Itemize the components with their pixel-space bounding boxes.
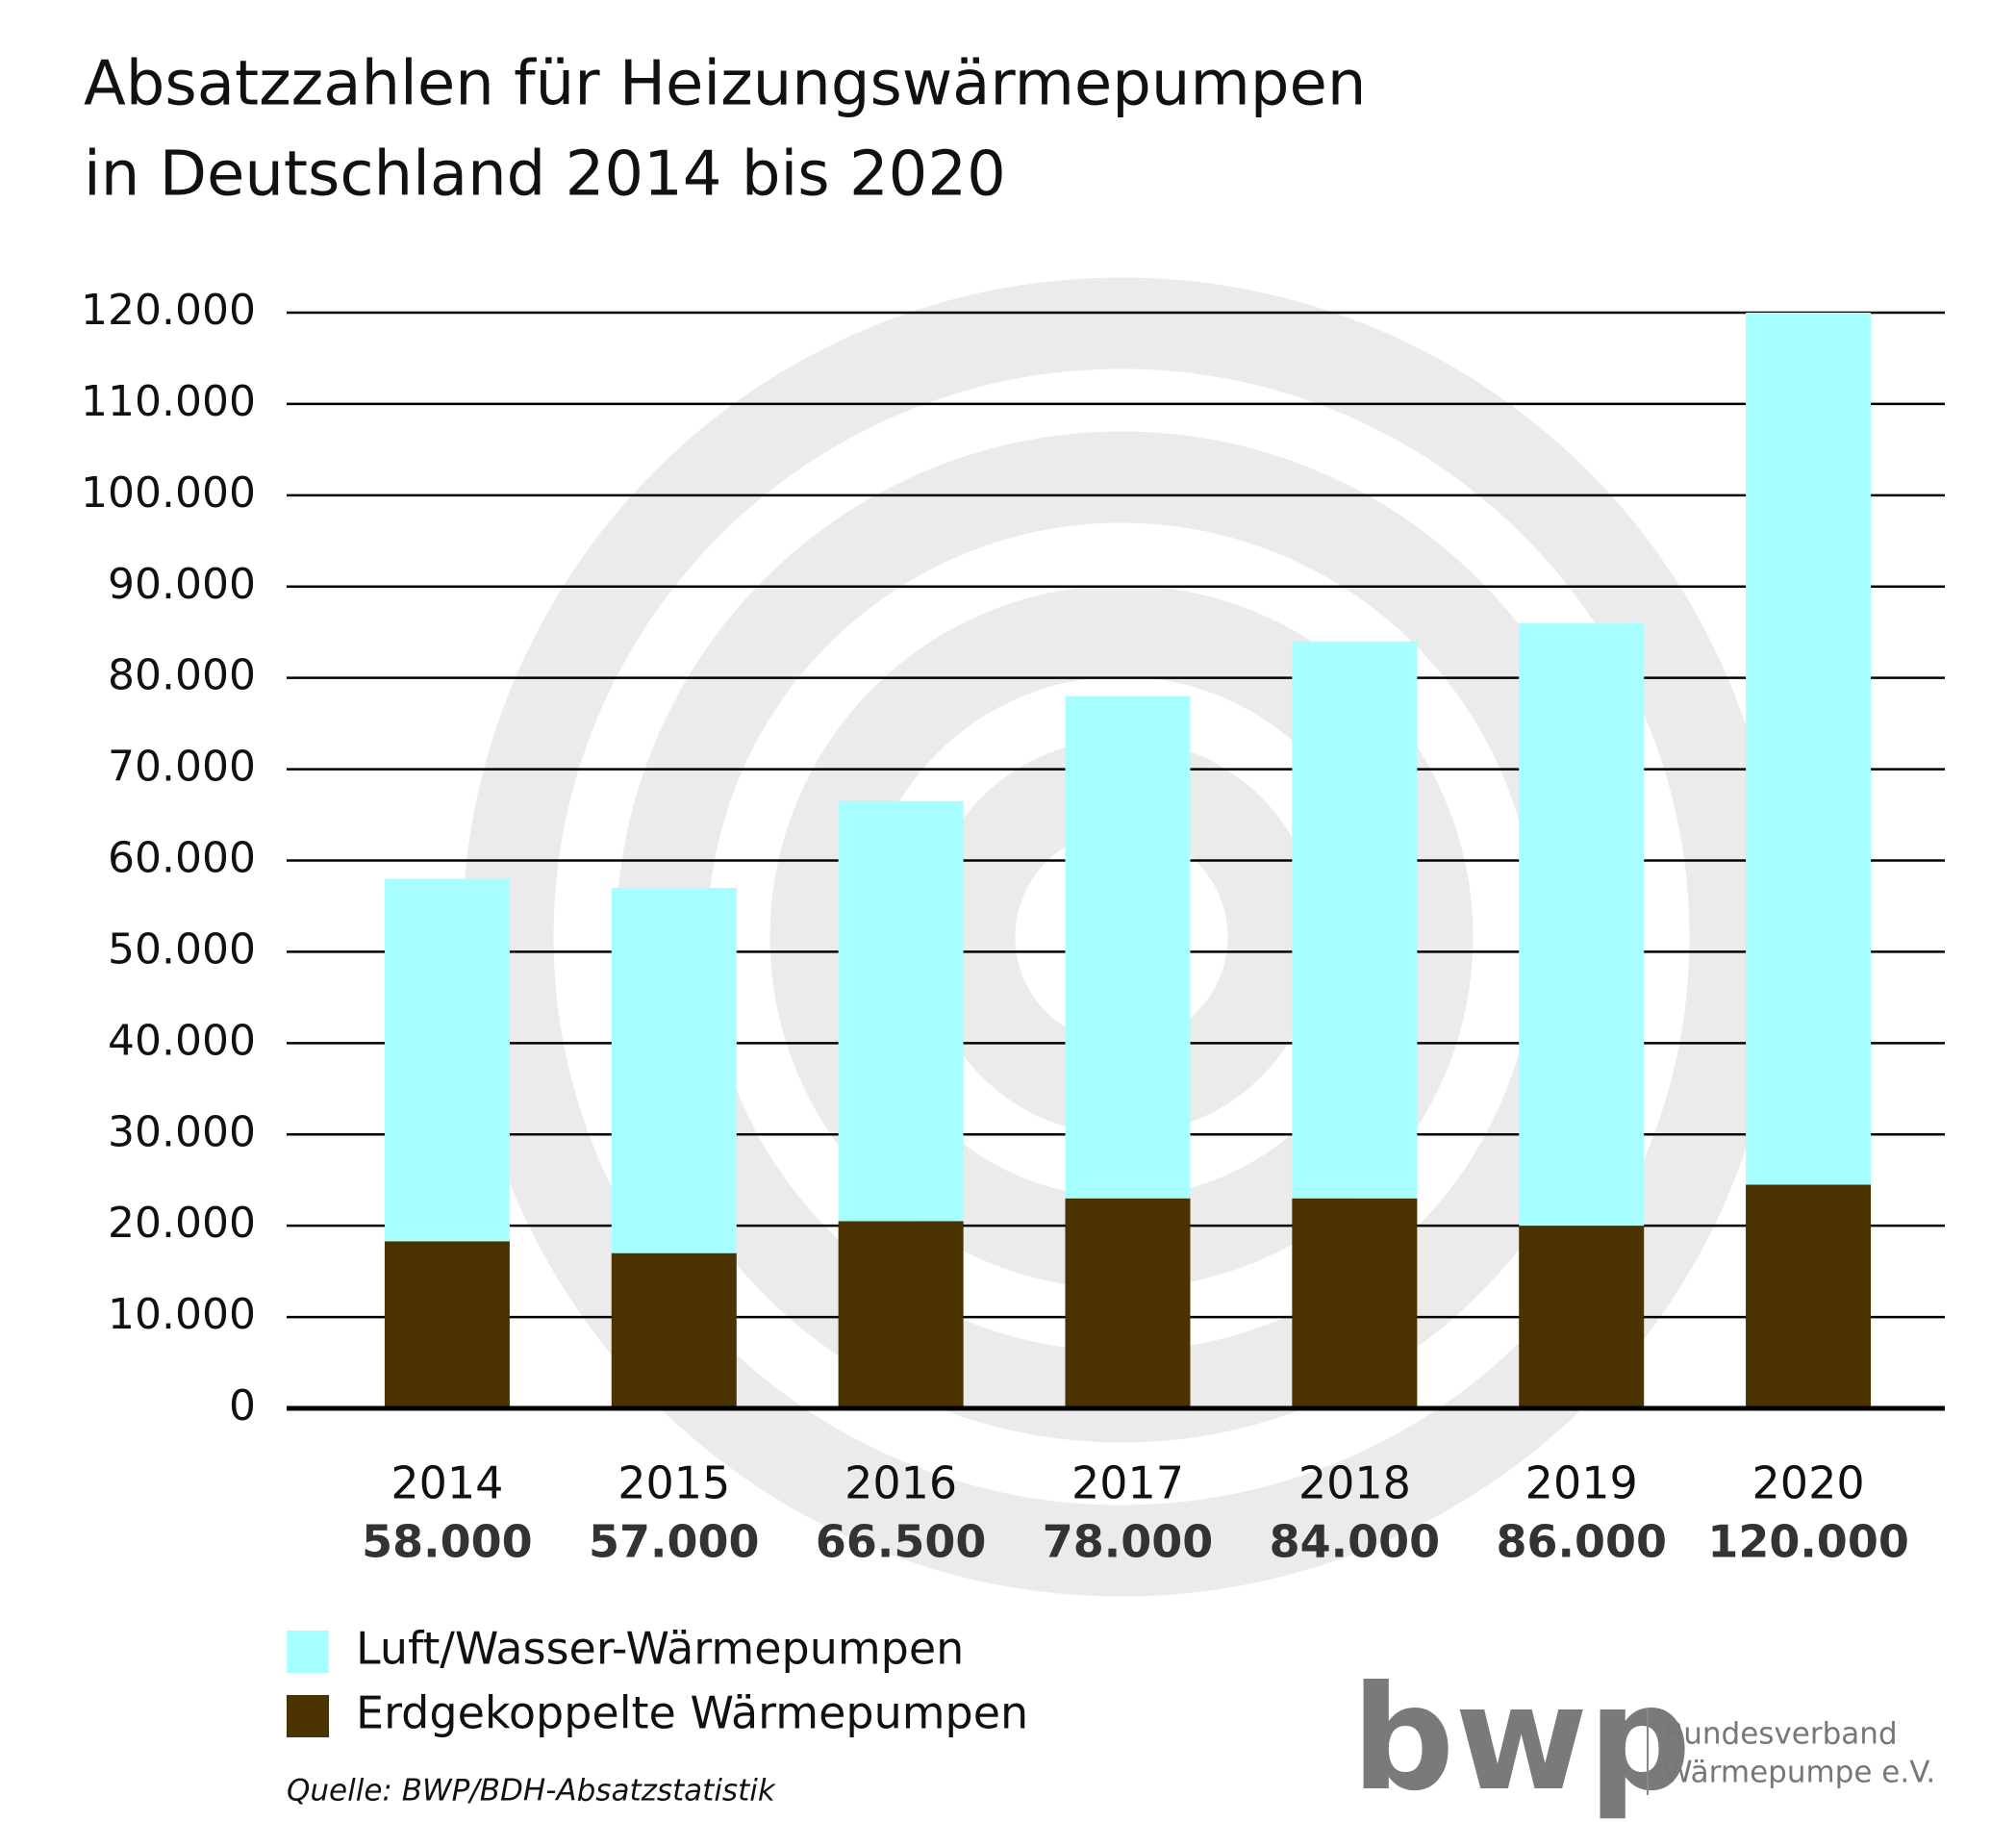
y-tick-label: 100.000: [81, 468, 256, 518]
chart-title: Absatzzahlen für Heizungswärmepumpen: [84, 49, 1366, 120]
y-tick-label: 70.000: [108, 743, 256, 792]
bar-segment: [1065, 1198, 1191, 1408]
x-tick-label: 2016: [844, 1457, 957, 1509]
legend-label: Erdgekoppelte Wärmepumpen: [356, 1687, 1028, 1739]
legend-swatch: [287, 1631, 329, 1673]
y-tick-label: 0: [229, 1381, 256, 1430]
y-tick-label: 10.000: [108, 1290, 256, 1339]
y-tick-label: 40.000: [108, 1016, 256, 1065]
bar-segment: [611, 1253, 737, 1408]
total-label: 78.000: [1043, 1516, 1214, 1568]
total-label: 86.000: [1496, 1516, 1667, 1568]
bar-segment: [1292, 1198, 1418, 1408]
total-label: 58.000: [362, 1516, 533, 1568]
bar-segment: [611, 887, 737, 1253]
bar-segment: [1746, 1184, 1872, 1408]
bar-segment: [384, 1241, 510, 1408]
legend-swatch: [287, 1695, 329, 1737]
bar-segment: [384, 878, 510, 1242]
logo-text: Bundesverband: [1663, 1717, 1898, 1752]
y-tick-label: 30.000: [108, 1107, 256, 1156]
bar-segment: [838, 1221, 964, 1408]
y-tick-label: 80.000: [108, 651, 256, 700]
y-tick-label: 90.000: [108, 560, 256, 609]
y-tick-label: 20.000: [108, 1199, 256, 1248]
y-tick-label: 110.000: [81, 377, 256, 426]
bar-segment: [1292, 641, 1418, 1199]
bar-segment: [838, 800, 964, 1222]
y-tick-label: 50.000: [108, 924, 256, 974]
logo-mark: bwp: [1351, 1656, 1691, 1822]
x-tick-label: 2017: [1071, 1457, 1184, 1509]
y-tick-label: 60.000: [108, 834, 256, 883]
source: Quelle: BWP/BDH-Absatzstatistik: [287, 1774, 776, 1809]
x-tick-label: 2014: [391, 1457, 503, 1509]
x-tick-label: 2015: [617, 1457, 730, 1509]
bar-segment: [1065, 696, 1191, 1199]
logo-text: Wärmepumpe e.V.: [1663, 1756, 1935, 1790]
total-label: 84.000: [1270, 1516, 1441, 1568]
x-tick-label: 2020: [1752, 1457, 1865, 1509]
total-label: 66.500: [816, 1516, 987, 1568]
bar-segment: [1519, 622, 1645, 1227]
bar-segment: [1519, 1226, 1645, 1408]
legend-label: Luft/Wasser-Wärmepumpen: [356, 1623, 964, 1675]
chart-title: in Deutschland 2014 bis 2020: [84, 139, 1006, 211]
total-label: 120.000: [1707, 1516, 1909, 1568]
y-tick-label: 120.000: [81, 286, 256, 335]
x-tick-label: 2019: [1525, 1457, 1638, 1509]
bar-segment: [1746, 313, 1872, 1185]
total-label: 57.000: [589, 1516, 760, 1568]
x-tick-label: 2018: [1298, 1457, 1411, 1509]
